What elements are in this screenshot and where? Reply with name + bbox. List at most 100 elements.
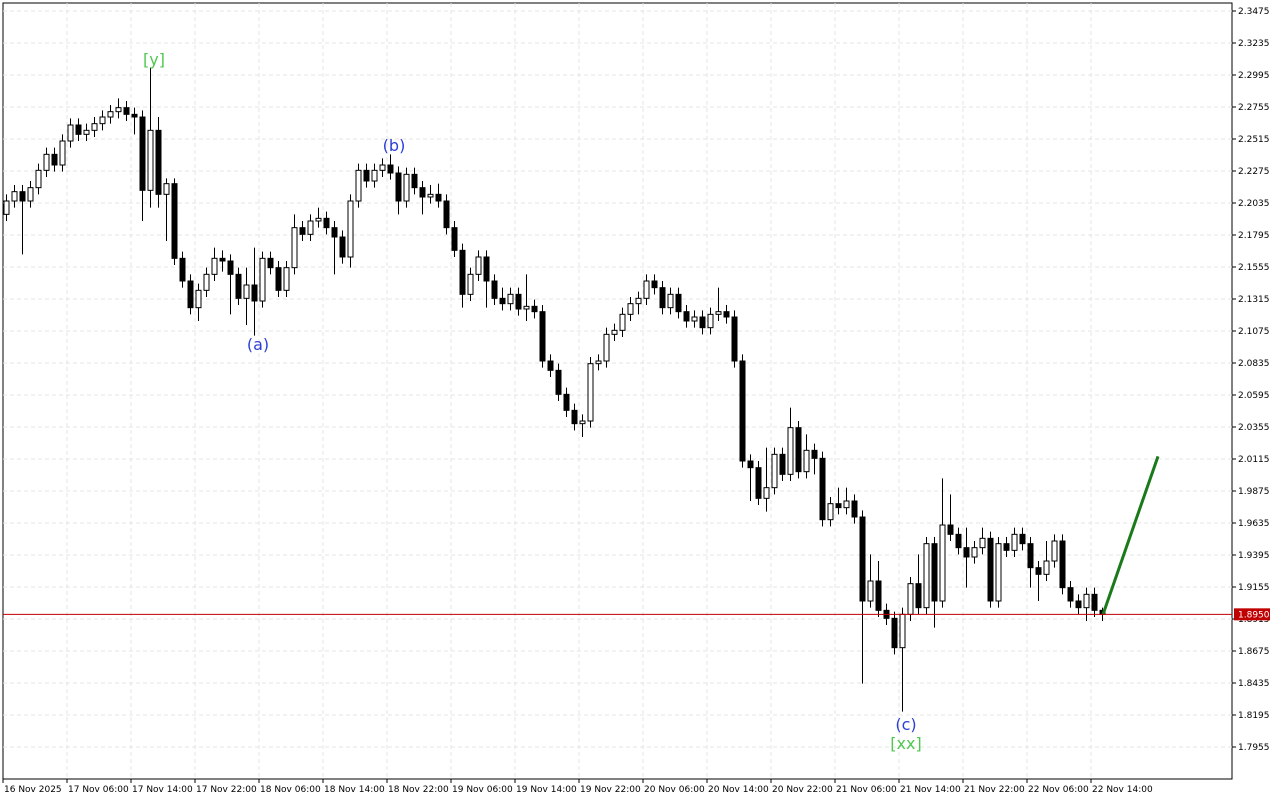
candle-body: [211, 257, 218, 275]
y-tick-label: 2.3235: [1238, 39, 1270, 49]
candle-body: [187, 280, 194, 309]
candle-body: [771, 453, 778, 489]
y-tick-label: 2.0595: [1238, 391, 1270, 401]
y-tick-label: 2.0835: [1238, 359, 1270, 369]
candle-body: [939, 524, 946, 602]
y-tick-label: 1.9875: [1238, 487, 1270, 497]
x-tick-label: 17 Nov 06:00: [68, 785, 129, 795]
y-tick-label: 2.1075: [1238, 327, 1270, 337]
x-tick-label: 17 Nov 14:00: [132, 785, 193, 795]
candle-body: [419, 187, 426, 198]
candle-body: [899, 613, 906, 649]
candle-body: [371, 169, 378, 182]
candle-body: [283, 267, 290, 291]
candle-body: [987, 537, 994, 602]
wave-label: (a): [247, 335, 269, 354]
candle-body: [163, 183, 170, 195]
candle-body: [451, 227, 458, 251]
candle-body: [475, 256, 482, 275]
candle-body: [947, 524, 954, 535]
candle-body: [35, 169, 42, 189]
candle-body: [51, 153, 58, 166]
candle-body: [523, 305, 530, 310]
candle-body: [411, 173, 418, 189]
candle-body: [155, 129, 162, 195]
candle-body: [619, 313, 626, 331]
candle-body: [979, 537, 986, 549]
x-tick-label: 20 Nov 06:00: [644, 785, 705, 795]
current-price-tag: [1234, 608, 1270, 621]
candle-body: [531, 305, 538, 313]
candle-body: [459, 249, 466, 295]
candle-body: [83, 129, 90, 135]
candle-body: [731, 316, 738, 362]
candle-body: [955, 533, 962, 549]
candle-body: [43, 153, 50, 171]
candle-body: [467, 273, 474, 295]
candle-body: [691, 316, 698, 322]
candle-body: [75, 124, 82, 135]
y-tick-label: 2.3475: [1238, 7, 1270, 17]
candle-body: [1067, 587, 1074, 602]
candle-body: [339, 236, 346, 258]
candle-body: [1091, 593, 1098, 611]
wave-label: [xx]: [890, 734, 921, 753]
candle-body: [971, 547, 978, 558]
candle-body: [1043, 560, 1050, 575]
candle-body: [547, 360, 554, 371]
candle-body: [1075, 600, 1082, 609]
candle-body: [1011, 533, 1018, 551]
candle-body: [779, 453, 786, 475]
y-tick-label: 2.1555: [1238, 263, 1270, 273]
candle-body: [683, 311, 690, 322]
candle-body: [867, 580, 874, 602]
candle-body: [251, 284, 258, 302]
candle-body: [627, 303, 634, 315]
candle-body: [499, 297, 506, 305]
candle-body: [827, 503, 834, 521]
candle-body: [843, 500, 850, 509]
candle-body: [595, 360, 602, 365]
candle-body: [131, 113, 138, 118]
candle-body: [291, 227, 298, 269]
candle-body: [347, 200, 354, 258]
candle-body: [1019, 533, 1026, 545]
wave-label: [y]: [143, 50, 165, 69]
candle-body: [555, 369, 562, 395]
candle-body: [139, 116, 146, 191]
candle-body: [875, 580, 882, 611]
y-tick-label: 1.9155: [1238, 583, 1270, 593]
candle-body: [107, 111, 114, 118]
x-tick-label: 22 Nov 06:00: [1028, 785, 1089, 795]
candle-body: [1027, 543, 1034, 569]
candle-body: [59, 140, 66, 166]
wave-label: (b): [383, 136, 406, 155]
x-tick-label: 17 Nov 22:00: [196, 785, 257, 795]
candle-body: [11, 191, 18, 202]
candle-body: [819, 457, 826, 521]
candle-body: [739, 360, 746, 462]
candle-body: [1035, 567, 1042, 575]
candle-body: [115, 107, 122, 113]
current-price-label: 1.8950: [1238, 610, 1270, 620]
candle-body: [363, 169, 370, 182]
candle-body: [659, 287, 666, 309]
candle-body: [243, 284, 250, 299]
y-tick-label: 1.8675: [1238, 647, 1270, 657]
candle-body: [91, 123, 98, 131]
y-tick-label: 1.9635: [1238, 519, 1270, 529]
candle-body: [635, 297, 642, 305]
candle-body: [3, 200, 10, 215]
candle-body: [747, 460, 754, 469]
x-tick-label: 20 Nov 22:00: [772, 785, 833, 795]
y-tick-label: 1.9395: [1238, 551, 1270, 561]
y-tick-label: 2.2515: [1238, 135, 1270, 145]
y-tick-label: 1.8195: [1238, 711, 1270, 721]
candle-body: [403, 173, 410, 202]
x-tick-label: 21 Nov 14:00: [900, 785, 961, 795]
candle-body: [1003, 543, 1010, 551]
candle-body: [923, 543, 930, 609]
y-tick-label: 2.2995: [1238, 71, 1270, 81]
candle-body: [891, 617, 898, 649]
